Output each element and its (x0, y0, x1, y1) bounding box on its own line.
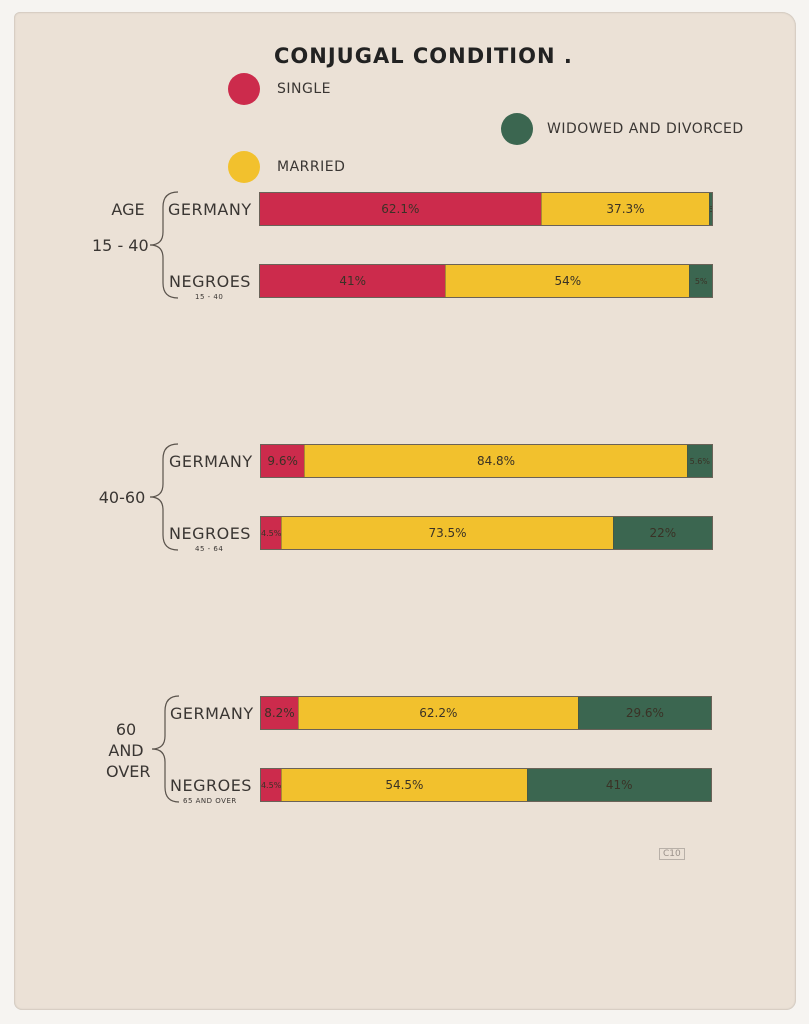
country-label-negroes-45-64: NEGROES (169, 524, 251, 543)
group-label-60: 60 (115, 720, 137, 739)
bar-negroes-group-1: 41% 54% 5% (259, 264, 713, 298)
bar-germany-group-1: 62.1%37.3%.6% (259, 192, 713, 226)
bar-segment-widowed: 5% (689, 265, 712, 297)
bar-negroes-group-2: 4.5% 73.5% 22% (260, 516, 713, 550)
group-label-age: AGE (111, 200, 145, 219)
legend-swatch-widowed (501, 113, 533, 145)
sublabel-negroes-65-over: 65 AND OVER (183, 797, 237, 805)
group-label-over: OVER (106, 762, 151, 781)
group-label-40-60: 40-60 (98, 488, 146, 507)
brace-group-3 (151, 695, 180, 803)
bar-segment-married: 62.2% (297, 697, 578, 729)
legend-swatch-single (228, 73, 260, 105)
group-label-and: AND (108, 741, 144, 760)
bar-segment-widowed: 29.6% (577, 697, 711, 729)
sublabel-negroes-45-64: 45 - 64 (195, 545, 224, 553)
bar-segment-widowed: 41% (526, 769, 711, 801)
bar-segment-married: 54.5% (281, 769, 527, 801)
group-label-15-40: 15 - 40 (92, 236, 149, 255)
paper-sheet (14, 12, 796, 1010)
legend-label-single: SINGLE (277, 81, 331, 97)
sublabel-negroes-15-40: 15 - 40 (195, 293, 224, 301)
bar-segment-married: 84.8% (304, 445, 687, 477)
bar-segment-married: 73.5% (281, 517, 613, 549)
bar-negroes-group-3: 4.5% 54.5% 41% (260, 768, 712, 802)
bar-segment-widowed: .6% (709, 193, 712, 225)
bar-segment-single: 8.2% (261, 697, 298, 729)
bar-segment-married: 37.3% (540, 193, 710, 225)
country-label-negroes-65-over: NEGROES (170, 776, 252, 795)
country-label-germany-15-40: GERMANY (168, 200, 252, 219)
country-label-negroes-15-40: NEGROES (169, 272, 251, 291)
bar-segment-single: 4.5% (261, 517, 282, 549)
bar-segment-single: 9.6% (261, 445, 305, 477)
country-label-germany-60-over: GERMANY (170, 704, 254, 723)
bar-segment-single: 4.5% (261, 769, 282, 801)
page-number: C10 (659, 848, 685, 860)
brace-group-2 (149, 443, 179, 551)
bar-segment-widowed: 22% (612, 517, 712, 549)
country-label-germany-40-60: GERMANY (169, 452, 253, 471)
legend-label-married: MARRIED (277, 159, 346, 175)
bar-segment-widowed: 5.6% (686, 445, 712, 477)
bar-germany-group-2: 9.6% 84.8% 5.6% (260, 444, 713, 478)
chart-title: CONJUGAL CONDITION . (274, 44, 573, 68)
brace-group-1 (149, 191, 179, 299)
bar-segment-single: 41% (260, 265, 446, 297)
bar-segment-married: 54% (445, 265, 690, 297)
legend-swatch-married (228, 151, 260, 183)
bar-germany-group-3: 8.2% 62.2% 29.6% (260, 696, 712, 730)
bar-segment-single: 62.1% (260, 193, 541, 225)
legend-label-widowed: WIDOWED AND DIVORCED (547, 121, 744, 137)
